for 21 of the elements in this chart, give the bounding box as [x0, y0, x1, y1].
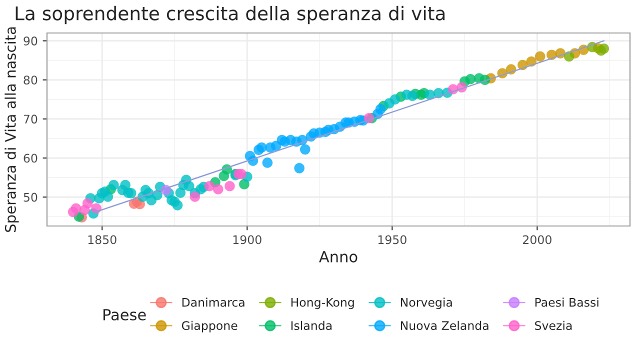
- legend-label: Giappone: [182, 320, 238, 332]
- x-tick-label: 1950: [378, 235, 406, 244]
- x-tick-label: 1900: [233, 235, 262, 244]
- legend-label: Danimarca: [182, 298, 244, 307]
- x-axis-title: Anno: [319, 251, 358, 262]
- y-tick-label: 70: [24, 114, 38, 124]
- legend-label: Nuova Zelanda: [400, 320, 488, 330]
- x-tick-label: 2000: [523, 235, 552, 244]
- legend-label: Norvegia: [400, 298, 452, 310]
- y-tick-label: 60: [24, 154, 38, 163]
- y-tick-label: 50: [24, 192, 38, 202]
- legend-label: Svezia: [535, 320, 572, 330]
- legend-label: Islanda: [291, 320, 332, 330]
- y-axis-title: Speranza di Vita alla nascita: [4, 27, 19, 232]
- legend-label: Hong-Kong: [291, 298, 354, 310]
- x-tick-label: 1850: [88, 235, 116, 244]
- y-tick-label: 80: [24, 76, 38, 85]
- y-tick-label: 90: [24, 36, 38, 46]
- legend-title: Paese: [104, 309, 146, 320]
- chart-title: La soprendente crescita della speranza di vita: [16, 6, 445, 24]
- legend-label: Paesi Bassi: [535, 298, 598, 307]
